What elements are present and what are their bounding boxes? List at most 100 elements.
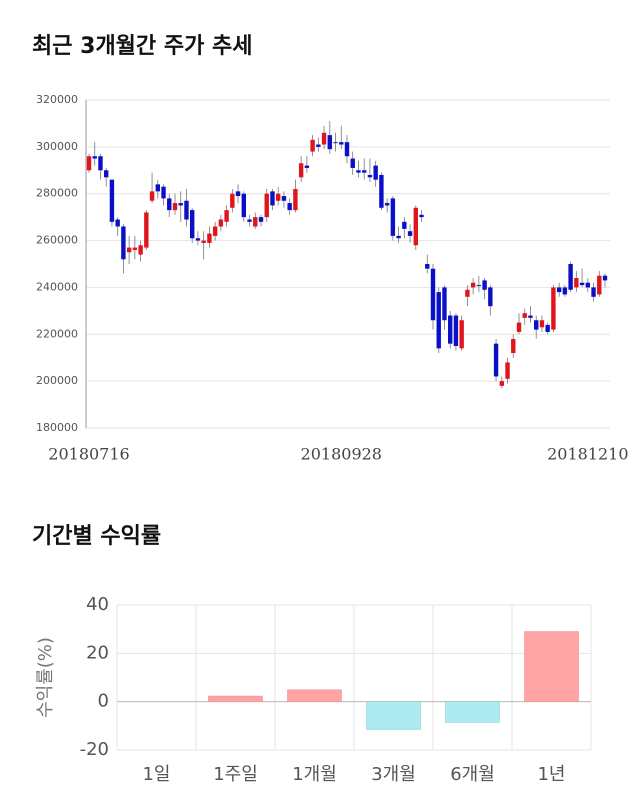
candle-body — [470, 282, 476, 288]
y-tick-label: 20 — [86, 642, 109, 663]
y-tick-label: 40 — [86, 594, 109, 615]
candle-body — [597, 275, 602, 295]
candle-body — [316, 144, 321, 147]
candle-body — [516, 322, 522, 332]
candle-body — [448, 315, 453, 344]
candle-body — [442, 287, 447, 321]
candle-body — [528, 315, 533, 318]
x-tick-label: 6개월 — [450, 764, 495, 785]
bar — [287, 689, 342, 702]
candle-body — [425, 264, 430, 269]
candle-body — [235, 191, 241, 197]
candle-body — [344, 142, 350, 157]
bar — [366, 701, 421, 730]
candle-body — [253, 217, 258, 227]
candle-body — [304, 165, 310, 168]
candle-body — [407, 231, 413, 236]
candle-body — [207, 233, 212, 243]
candle-body — [230, 193, 235, 208]
candle-body — [178, 203, 183, 206]
candle-body — [367, 174, 373, 178]
y-tick-label: 240000 — [36, 280, 78, 293]
candle-body — [115, 219, 120, 227]
candle-body — [327, 135, 332, 150]
candle-body — [195, 238, 201, 241]
candle-body — [190, 210, 195, 239]
candle-body — [390, 198, 396, 236]
candle-body — [534, 320, 539, 330]
candle-body — [511, 338, 516, 354]
candle-body — [310, 139, 315, 152]
candle-body — [551, 287, 556, 330]
x-tick-label: 3개월 — [371, 764, 416, 785]
candle-body — [562, 287, 568, 295]
candle-body — [276, 193, 281, 201]
candle-body — [591, 287, 596, 297]
y-tick-label: -20 — [80, 739, 109, 760]
candle-body — [453, 315, 459, 346]
candle-body — [86, 156, 92, 171]
candle-body — [579, 282, 585, 286]
candle-body — [104, 170, 109, 178]
candle-body — [321, 132, 327, 145]
y-tick-label: 260000 — [36, 234, 78, 247]
x-tick-label: 1년 — [537, 764, 565, 785]
candle-body — [413, 207, 418, 246]
candle-body — [350, 158, 355, 168]
candle-body — [384, 203, 390, 206]
candle-body — [602, 275, 608, 281]
bar — [524, 631, 579, 702]
candle-body — [212, 226, 218, 236]
y-tick-label: 320000 — [36, 93, 78, 106]
candle-body — [218, 219, 224, 227]
candle-body — [556, 287, 562, 293]
candle-body — [298, 163, 304, 178]
candle-body — [419, 214, 424, 218]
candle-body — [172, 203, 178, 211]
y-tick-label: 0 — [98, 691, 109, 712]
candle-body — [568, 264, 573, 290]
candle-body — [241, 193, 246, 218]
candle-body — [522, 313, 527, 318]
candle-body — [402, 221, 407, 229]
candle-body — [161, 186, 166, 199]
candle-body — [373, 165, 378, 180]
y-tick-label: 220000 — [36, 327, 78, 340]
x-tick-label: 1주일 — [213, 764, 258, 785]
candle-body — [138, 245, 143, 255]
candle-body — [333, 142, 338, 144]
candle-body — [539, 320, 545, 328]
candle-body — [362, 170, 367, 173]
candle-body — [149, 191, 155, 201]
candle-body — [379, 174, 384, 208]
candle-body — [121, 226, 126, 260]
bar — [445, 701, 500, 723]
bar — [208, 695, 263, 702]
candle-body — [488, 287, 493, 307]
x-tick-label: 20180716 — [48, 445, 129, 464]
chart-title: 최근 3개월간 주가 추세 — [32, 34, 252, 59]
candle-body — [356, 170, 361, 173]
candle-body — [92, 156, 97, 159]
x-tick-label: 1개월 — [292, 764, 337, 785]
candle-body — [459, 320, 464, 349]
candle-body — [201, 240, 206, 243]
candle-body — [430, 268, 436, 321]
candle-body — [132, 247, 138, 250]
candle-body — [436, 292, 441, 349]
candle-body — [396, 235, 401, 239]
candle-body — [98, 156, 103, 171]
candle-body — [224, 210, 229, 222]
x-tick-label: 1일 — [142, 764, 170, 785]
candle-body — [339, 142, 344, 145]
candle-body — [270, 191, 275, 206]
y-tick-label: 180000 — [36, 421, 78, 434]
candle-body — [126, 247, 132, 253]
candle-body — [482, 280, 487, 290]
y-axis-label: 수익률(%) — [35, 637, 56, 718]
y-tick-label: 300000 — [36, 140, 78, 153]
candle-body — [167, 198, 172, 211]
candle-body — [287, 203, 292, 211]
candle-body — [574, 278, 579, 288]
